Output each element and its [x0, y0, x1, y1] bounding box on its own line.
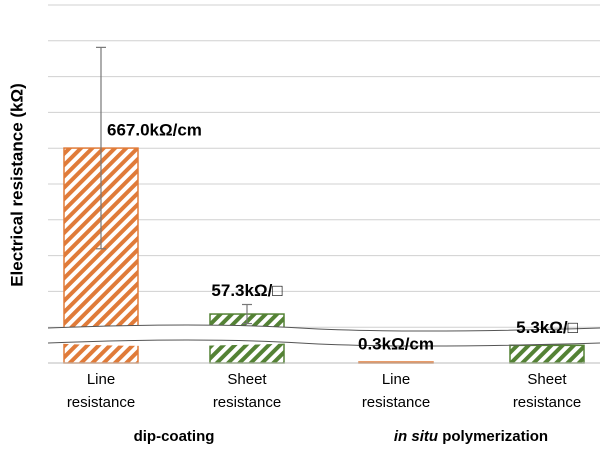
bar — [509, 344, 585, 364]
x-tick-label-line: Sheet — [227, 371, 267, 388]
group-label: in situ polymerization — [394, 428, 548, 445]
group-label-part: dip-coating — [134, 428, 215, 445]
group-label-part: in situ — [394, 428, 438, 445]
group-label: dip-coating — [134, 428, 215, 445]
x-tick-label: Line resistance — [67, 371, 135, 411]
x-tick-label: Line resistance — [362, 371, 430, 411]
x-tick-label: Sheet resistance — [213, 371, 281, 411]
x-tick-label: Sheet resistance — [513, 371, 581, 411]
axis-break-line — [47, 324, 601, 332]
group-label-part: polymerization — [438, 428, 548, 445]
axis-break-line — [47, 339, 601, 347]
value-label: 0.3kΩ/cm — [358, 334, 434, 353]
axis-break — [48, 325, 600, 346]
y-axis-label: Electrical resistance (kΩ) — [7, 83, 26, 287]
value-label: 5.3kΩ/□ — [516, 318, 578, 337]
x-tick-label-line: resistance — [362, 394, 430, 411]
x-tick-label-line: resistance — [213, 394, 281, 411]
x-tick-label-line: Sheet — [527, 371, 567, 388]
x-tick-label-line: resistance — [513, 394, 581, 411]
value-label: 57.3kΩ/□ — [211, 281, 282, 300]
value-label: 667.0kΩ/cm — [107, 121, 202, 140]
x-tick-label-line: Line — [87, 371, 115, 388]
x-tick-label-line: resistance — [67, 394, 135, 411]
x-tick-label-line: Line — [382, 371, 410, 388]
